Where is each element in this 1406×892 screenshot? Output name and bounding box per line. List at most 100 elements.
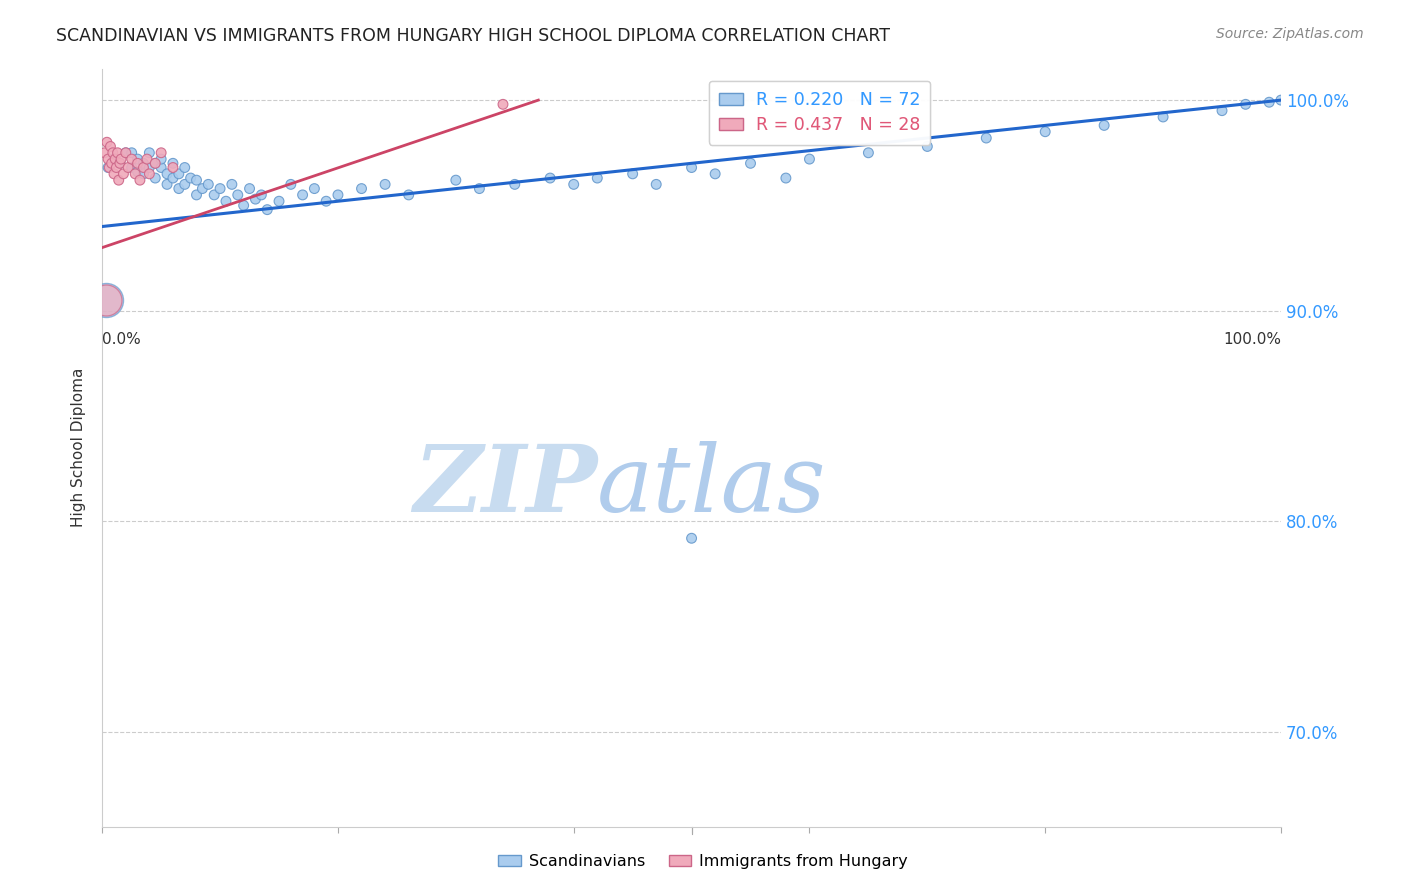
- Point: [127, 152, 149, 166]
- Point: [143, 171, 166, 186]
- Point: [156, 167, 179, 181]
- Point: [1033, 125, 1056, 139]
- Text: 100.0%: 100.0%: [1223, 333, 1281, 347]
- Point: [156, 178, 179, 192]
- Point: [226, 188, 249, 202]
- Text: Source: ZipAtlas.com: Source: ZipAtlas.com: [1216, 27, 1364, 41]
- Point: [197, 178, 219, 192]
- Point: [100, 139, 122, 153]
- Point: [681, 531, 703, 545]
- Point: [256, 202, 278, 217]
- Point: [112, 167, 135, 181]
- Point: [1092, 119, 1115, 133]
- Point: [291, 188, 314, 202]
- Point: [162, 171, 184, 186]
- Point: [398, 188, 420, 202]
- Point: [150, 145, 173, 160]
- Point: [202, 188, 225, 202]
- Point: [775, 171, 797, 186]
- Point: [121, 161, 143, 175]
- Point: [127, 156, 149, 170]
- Point: [104, 152, 127, 166]
- Point: [114, 145, 136, 160]
- Point: [127, 165, 149, 179]
- Point: [740, 156, 762, 170]
- Point: [232, 198, 254, 212]
- Text: 0.0%: 0.0%: [103, 333, 141, 347]
- Text: ZIP: ZIP: [413, 441, 598, 531]
- Y-axis label: High School Diploma: High School Diploma: [72, 368, 86, 527]
- Point: [245, 192, 267, 206]
- Point: [215, 194, 238, 209]
- Point: [107, 145, 129, 160]
- Point: [98, 161, 121, 175]
- Point: [974, 131, 997, 145]
- Point: [108, 156, 131, 170]
- Point: [858, 145, 880, 160]
- Point: [136, 152, 159, 166]
- Point: [645, 178, 668, 192]
- Point: [1211, 103, 1233, 118]
- Point: [97, 152, 120, 166]
- Point: [162, 161, 184, 175]
- Point: [107, 173, 129, 187]
- Point: [280, 178, 302, 192]
- Point: [1258, 95, 1281, 110]
- Point: [173, 161, 195, 175]
- Point: [444, 173, 467, 187]
- Point: [917, 139, 939, 153]
- Point: [167, 167, 190, 181]
- Point: [96, 135, 118, 149]
- Point: [586, 171, 609, 186]
- Point: [132, 156, 155, 170]
- Point: [562, 178, 585, 192]
- Point: [121, 152, 143, 166]
- Point: [150, 161, 173, 175]
- Point: [799, 152, 821, 166]
- Point: [110, 152, 132, 166]
- Point: [1270, 93, 1292, 107]
- Point: [132, 161, 155, 175]
- Point: [1152, 110, 1174, 124]
- Point: [101, 145, 124, 160]
- Point: [315, 194, 337, 209]
- Point: [93, 145, 115, 160]
- Legend: Scandinavians, Immigrants from Hungary: Scandinavians, Immigrants from Hungary: [492, 847, 914, 875]
- Point: [180, 171, 202, 186]
- Point: [132, 167, 155, 181]
- Point: [468, 181, 491, 195]
- Point: [1234, 97, 1257, 112]
- Point: [492, 97, 515, 112]
- Point: [143, 156, 166, 170]
- Point: [209, 181, 232, 195]
- Point: [94, 293, 117, 308]
- Point: [143, 156, 166, 170]
- Point: [681, 161, 703, 175]
- Point: [138, 145, 160, 160]
- Point: [150, 152, 173, 166]
- Point: [238, 181, 260, 195]
- Point: [124, 167, 146, 181]
- Point: [162, 156, 184, 170]
- Point: [105, 161, 128, 175]
- Point: [100, 156, 122, 170]
- Point: [173, 178, 195, 192]
- Point: [374, 178, 396, 192]
- Point: [267, 194, 290, 209]
- Legend: R = 0.220   N = 72, R = 0.437   N = 28: R = 0.220 N = 72, R = 0.437 N = 28: [709, 81, 931, 145]
- Point: [186, 173, 208, 187]
- Point: [186, 188, 208, 202]
- Point: [503, 178, 526, 192]
- Text: SCANDINAVIAN VS IMMIGRANTS FROM HUNGARY HIGH SCHOOL DIPLOMA CORRELATION CHART: SCANDINAVIAN VS IMMIGRANTS FROM HUNGARY …: [56, 27, 890, 45]
- Point: [138, 161, 160, 175]
- Point: [167, 181, 190, 195]
- Point: [250, 188, 273, 202]
- Point: [191, 181, 214, 195]
- Text: atlas: atlas: [598, 441, 827, 531]
- Point: [221, 178, 243, 192]
- Point: [121, 145, 143, 160]
- Point: [138, 167, 160, 181]
- Point: [704, 167, 727, 181]
- Point: [117, 161, 139, 175]
- Point: [304, 181, 326, 195]
